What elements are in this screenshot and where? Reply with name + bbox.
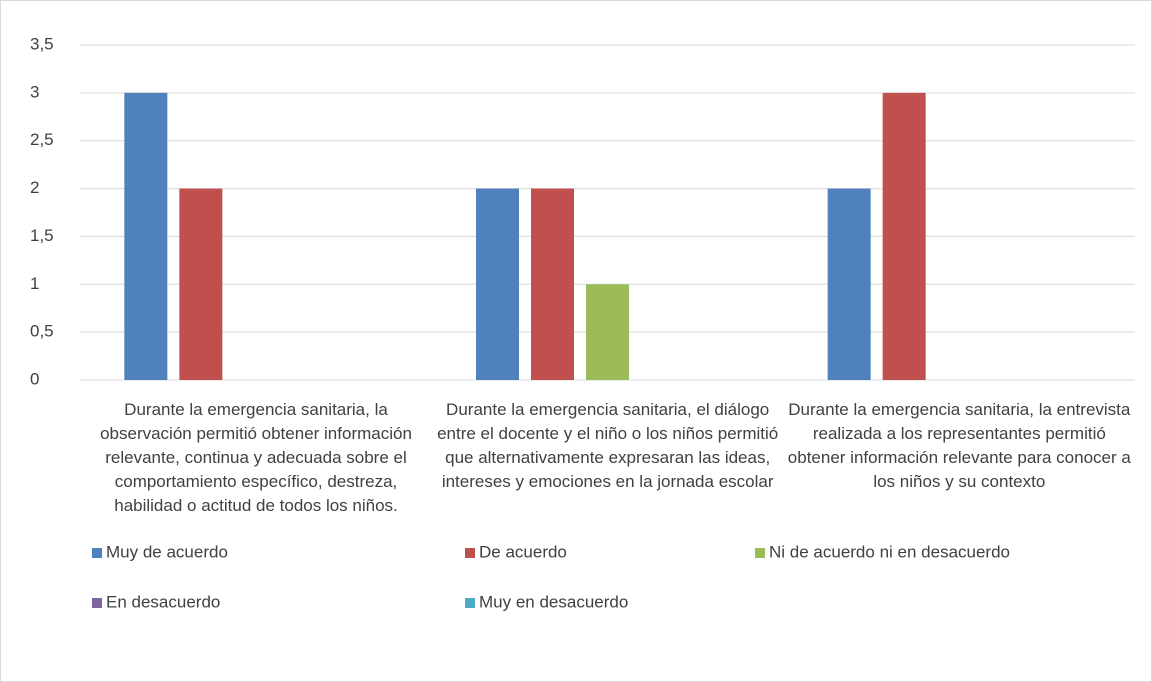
y-tick-label: 1,5 — [30, 226, 54, 245]
legend-label: En desacuerdo — [106, 592, 220, 611]
x-tick-label: Durante la emergencia sanitaria, la obse… — [100, 400, 412, 515]
x-tick-label: Durante la emergencia sanitaria, el diál… — [437, 400, 779, 491]
legend-label: Muy en desacuerdo — [479, 592, 628, 611]
legend-swatch — [465, 598, 475, 608]
bar — [476, 188, 519, 380]
y-tick-label: 0 — [30, 369, 39, 388]
x-tick-label: Durante la emergencia sanitaria, la entr… — [787, 400, 1131, 491]
y-tick-label: 1 — [30, 274, 39, 293]
legend-swatch — [755, 548, 765, 558]
y-tick-label: 2 — [30, 178, 39, 197]
bar — [827, 188, 871, 380]
y-tick-label: 2,5 — [30, 130, 54, 149]
y-tick-label: 0,5 — [30, 322, 54, 341]
bar — [882, 92, 926, 380]
legend-swatch — [465, 548, 475, 558]
y-tick-label: 3 — [30, 82, 39, 101]
legend-label: Muy de acuerdo — [106, 542, 228, 561]
legend-swatch — [92, 548, 102, 558]
bar — [179, 188, 223, 380]
bar — [531, 188, 574, 380]
legend-label: De acuerdo — [479, 542, 567, 561]
y-tick-label: 3,5 — [30, 34, 54, 53]
legend-swatch — [92, 598, 102, 608]
bar — [124, 92, 168, 380]
legend-label: Ni de acuerdo ni en desacuerdo — [769, 542, 1010, 561]
bar — [586, 284, 629, 380]
